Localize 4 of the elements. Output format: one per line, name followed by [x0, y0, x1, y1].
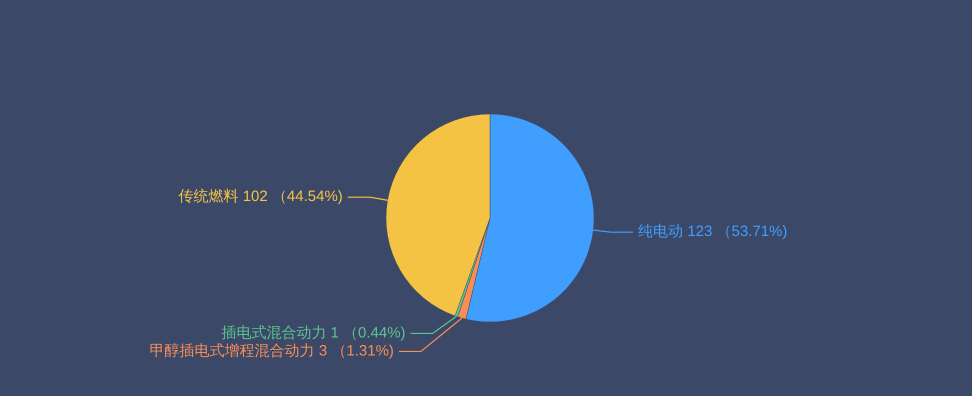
slice-label: 插电式混合动力 1 （0.44%): [221, 324, 406, 342]
slice-label: 纯电动 123 （53.71%): [638, 223, 788, 240]
slice-label: 甲醇插电式增程混合动力 3 （1.31%): [150, 342, 394, 360]
slice-label: 传统燃料 102 （44.54%): [178, 188, 343, 206]
